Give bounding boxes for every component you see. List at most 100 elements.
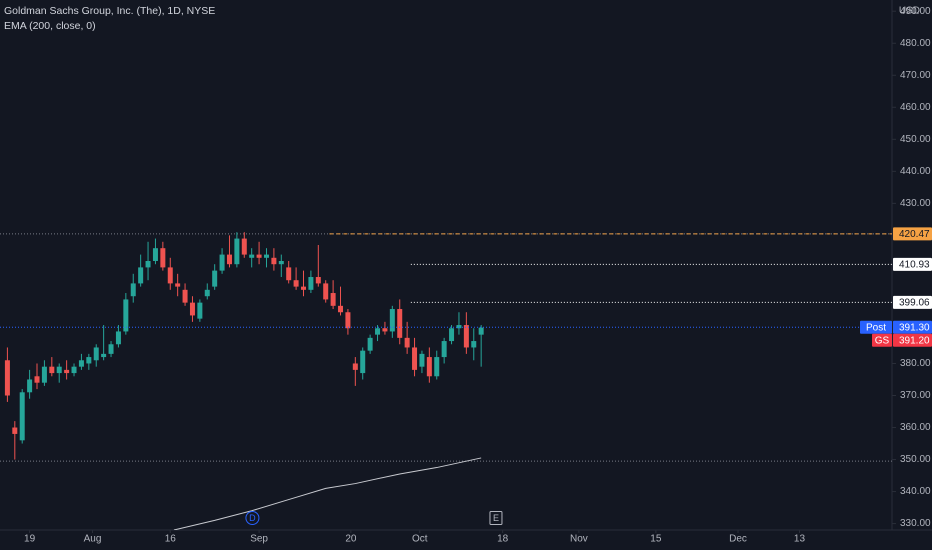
candle-body [4,360,10,396]
candle-body [226,254,232,265]
price-tag-label: GS [875,335,890,346]
price-box-label: 399.06 [899,298,930,309]
candle-body [412,347,418,370]
y-tick-label: 340.00 [900,486,931,497]
candle-body [382,328,388,332]
x-tick-label: 18 [497,534,509,545]
x-tick-label: Sep [250,534,268,545]
candle-body [27,379,33,393]
candle-body [471,341,477,348]
candle-body [219,254,225,271]
price-box-label: 410.93 [899,260,930,271]
candle-body [41,366,47,383]
event-label: D [249,513,256,523]
event-marker [489,511,503,525]
candle-body [301,286,307,290]
candle-body [323,283,329,300]
candle-body [234,238,240,265]
y-tick-label: 360.00 [900,422,931,433]
chart-title: Goldman Sachs Group, Inc. (The), 1D, NYS… [4,5,215,17]
y-tick-label: 490.00 [900,6,931,17]
plot [0,232,892,530]
price-box-label: 420.47 [899,229,930,240]
currency: USD [899,6,920,17]
price-box [893,227,932,241]
candle-body [404,337,410,348]
candle-body [293,280,299,287]
candle-body [419,353,425,367]
candle-body [160,248,166,268]
candle-body [263,254,269,258]
candle-body [375,328,381,335]
candle-body [330,293,336,306]
candle-body [286,267,292,281]
candle-body [138,267,144,284]
candle-body [189,302,195,316]
candle-body [130,283,136,297]
candle-body [449,328,455,342]
candle-body [152,248,158,261]
candle-body [360,350,366,374]
candle-body [463,325,469,348]
y-tick-label: 460.00 [900,102,931,113]
x-tick-label: Nov [570,534,588,545]
candle-body [34,376,40,383]
candle-body [182,289,188,303]
candle-body [456,325,462,329]
ema-line [173,457,482,530]
y-tick-label: 470.00 [900,70,931,81]
candle-body [352,363,358,370]
x-tick-label: Aug [84,534,102,545]
indicator-label: EMA (200, close, 0) [4,20,96,32]
candle-body [123,299,129,332]
candle-body [426,357,432,377]
x-tick-label: 15 [650,534,662,545]
y-tick-label: 380.00 [900,358,931,369]
candle-body [212,270,218,287]
y-tick-label: 430.00 [900,198,931,209]
candle-body [338,305,344,313]
price-box-label: 391.30 [899,322,930,333]
candle-body [271,257,277,265]
candle-body [115,331,121,345]
price-tag [872,333,892,347]
candle-body [367,337,373,351]
candle-body [249,254,255,258]
candle-body [441,341,447,358]
x-tick-label: 16 [165,534,177,545]
candle-body [56,366,62,374]
y-tick-label: 440.00 [900,166,931,177]
x-tick-label: 20 [345,534,357,545]
x-tick-label: Oct [412,534,428,545]
y-tick-label: 450.00 [900,134,931,145]
y-tick-label: 370.00 [900,390,931,401]
candle-body [478,327,484,335]
y-tick-label: 350.00 [900,454,931,465]
candle-body [256,254,262,258]
y-tick-label: 480.00 [900,38,931,49]
price-box [893,333,932,347]
event-marker [245,511,260,525]
candle-body [241,238,247,255]
candle-body [397,309,403,338]
price-box [893,320,932,334]
candle-body [145,260,151,268]
candle-body [345,312,351,329]
candle-body [49,366,55,374]
price-box-label: 391.20 [899,335,930,346]
candle-body [93,347,99,361]
candle-body [308,277,314,290]
x-tick-label: Dec [729,534,747,545]
price-tag-label: Post [866,322,886,333]
candle-body [64,369,70,374]
x-tick-label: 19 [24,534,36,545]
x-tick-label: 13 [794,534,806,545]
candle-body [315,277,321,284]
candle-body [19,392,25,441]
candle-body [389,309,395,332]
candle-body [278,260,284,265]
candle-body [101,353,107,358]
candle-body [12,427,18,434]
